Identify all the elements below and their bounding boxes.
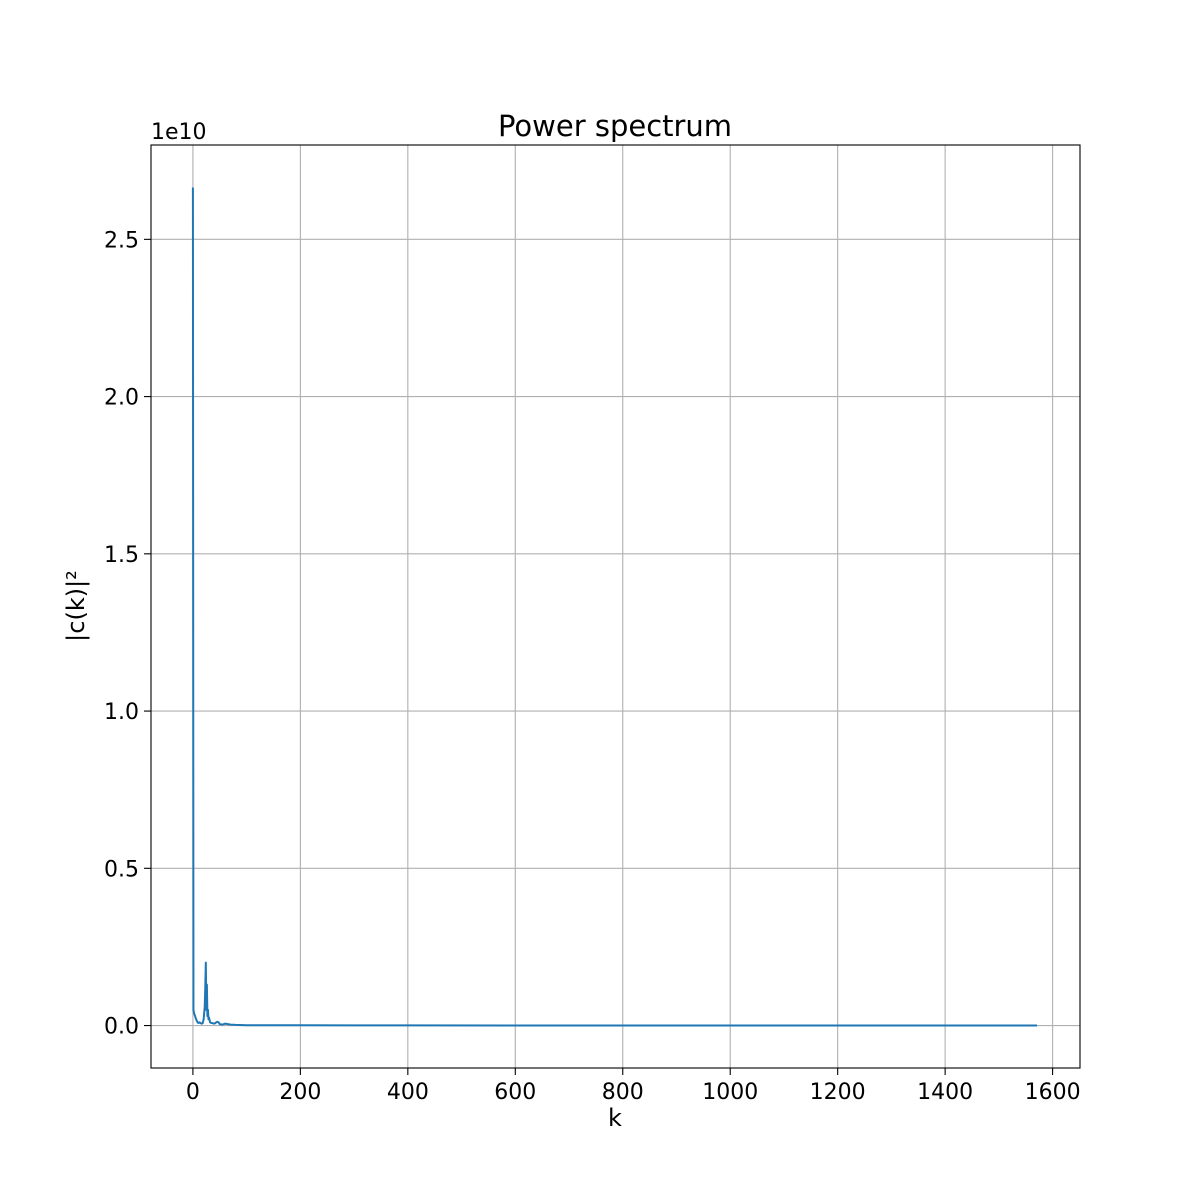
chart-title: Power spectrum	[498, 109, 732, 143]
series-layer	[191, 187, 1038, 1027]
ticks: 0 200 400 600 800 1000 1200 1400 1600 0.0 0.5 1.0 1.…	[104, 228, 1081, 1105]
y-tick-label: 2.0	[104, 386, 139, 411]
y-offset-label: 1e10	[151, 120, 207, 145]
x-tick-label: 400	[387, 1080, 429, 1105]
y-tick-label: 2.5	[104, 228, 139, 253]
y-tick-label: 0.5	[104, 857, 139, 882]
x-axis-label: k	[608, 1104, 622, 1132]
y-tick-label: 1.5	[104, 543, 139, 568]
grid-lines	[151, 145, 1080, 1068]
y-tick-label: 0.0	[104, 1015, 139, 1040]
x-tick-label: 1400	[917, 1080, 973, 1105]
series-line	[191, 187, 1038, 1027]
x-tick-label: 1600	[1025, 1080, 1081, 1105]
axes	[150, 144, 1081, 1069]
y-tick-label: 1.0	[104, 700, 139, 725]
x-tick-label: 1000	[702, 1080, 758, 1105]
x-tick-label: 1200	[810, 1080, 866, 1105]
plot-frame	[150, 144, 1081, 1069]
x-tick-label: 800	[602, 1080, 644, 1105]
x-tick-label: 600	[494, 1080, 536, 1105]
x-tick-label: 0	[186, 1080, 200, 1105]
y-axis-label: |c(k)|²	[62, 570, 90, 642]
x-tick-label: 200	[279, 1080, 321, 1105]
